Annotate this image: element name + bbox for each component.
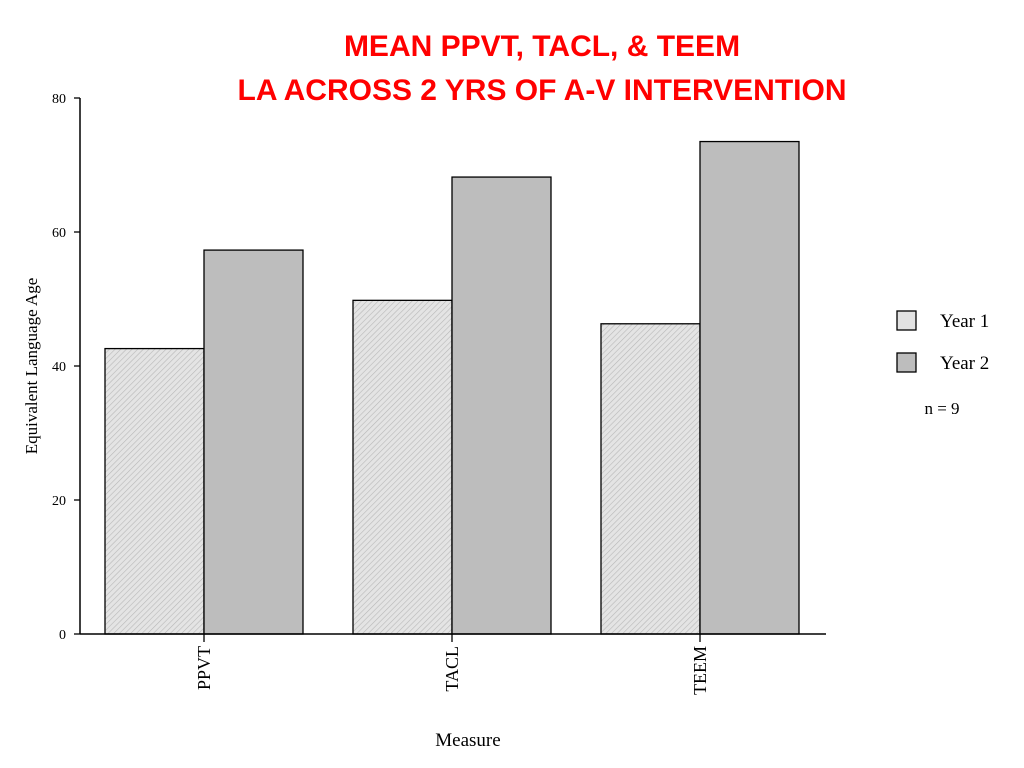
- bar-tacl-year-2: [451, 176, 552, 635]
- y-axis-title: Equivalent Language Age: [22, 278, 41, 455]
- x-tick-label-ppvt: PPVT: [194, 646, 214, 690]
- labels-group: 0 20 40 60 80 PPVT TACL TEEM Measure Equivalent L…: [22, 92, 710, 751]
- chart-title-line-1: MEAN PPVT, TACL, & TEEM: [343, 30, 741, 63]
- sample-size-annotation: n = 9: [924, 399, 959, 418]
- bar-ppvt-year-1: [104, 347, 205, 635]
- chart-title-line-2: LA ACROSS 2 YRS OF A-V INTERVENTION: [237, 74, 847, 107]
- x-axis-title: Measure: [435, 730, 500, 751]
- x-tick-label-tacl: TACL: [442, 646, 462, 692]
- bars-group: [104, 140, 800, 635]
- bar-tacl-year-1: [352, 299, 453, 635]
- legend: Year 1 Year 2 n = 9: [896, 310, 989, 418]
- x-tick-label-teem: TEEM: [690, 646, 710, 695]
- y-tick-label: 0: [59, 628, 66, 643]
- legend-swatch-year-2: [896, 352, 917, 373]
- legend-label-year-1: Year 1: [940, 311, 989, 332]
- y-tick-label: 60: [52, 226, 66, 241]
- legend-swatch-year-1: [896, 310, 917, 331]
- y-tick-label: 80: [52, 92, 66, 107]
- bar-teem-year-1: [600, 323, 701, 635]
- y-tick-label: 40: [52, 360, 66, 375]
- legend-label-year-2: Year 2: [940, 353, 989, 374]
- bar-ppvt-year-2: [203, 249, 304, 635]
- axes-group: [74, 97, 826, 642]
- bar-teem-year-2: [699, 140, 800, 635]
- y-tick-label: 20: [52, 494, 66, 509]
